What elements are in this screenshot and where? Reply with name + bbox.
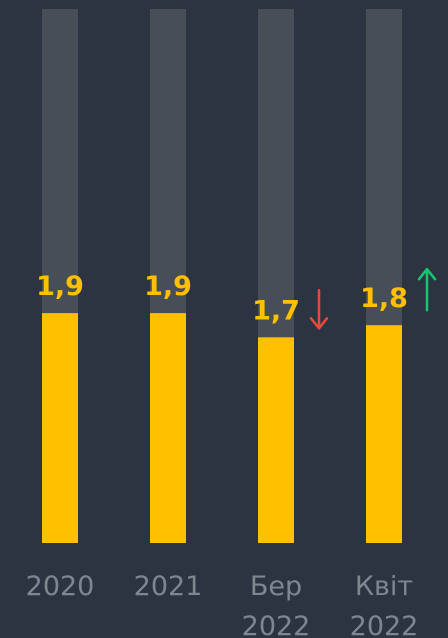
- arrow-up-icon: [417, 267, 437, 312]
- data-label-0: 1,9: [36, 271, 84, 302]
- x-tick-label-3-1: 2022: [350, 611, 419, 638]
- data-label-3: 1,8: [360, 283, 408, 314]
- bar-3: [366, 325, 402, 543]
- x-tick-label-0-0: 2020: [26, 571, 95, 602]
- x-tick-label-1-0: 2021: [134, 571, 203, 602]
- arrow-down-icon: [309, 289, 329, 330]
- x-tick-label-3-0: Квіт: [355, 571, 413, 602]
- data-label-1: 1,9: [144, 271, 192, 302]
- x-tick-label-2-0: Бер: [250, 571, 302, 602]
- data-label-2: 1,7: [252, 295, 300, 326]
- x-tick-label-2-1: 2022: [242, 611, 311, 638]
- bar-1: [150, 313, 186, 543]
- bar-0: [42, 313, 78, 543]
- bar-2: [258, 337, 294, 543]
